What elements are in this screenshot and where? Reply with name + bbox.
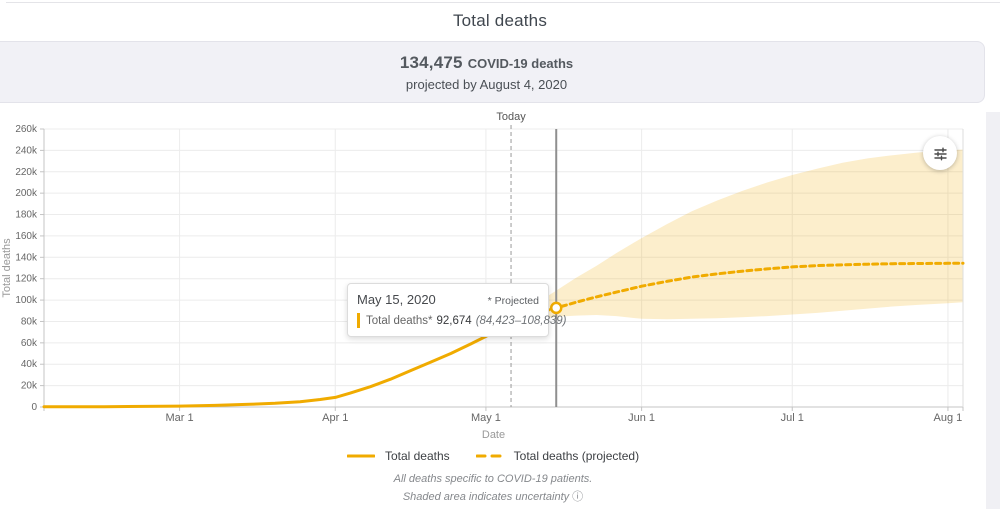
y-tick-label: 80k [21,316,38,327]
series-line-dashed [509,261,965,327]
footnote-uncertainty-text: Shaded area indicates uncertainty [402,491,570,503]
y-tick-label: 140k [15,252,38,263]
hover-marker [549,301,563,315]
page-title: Total deaths [452,11,548,30]
legend-item-total-deaths[interactable]: Total deaths [346,448,450,463]
banner-subline: projected by August 4, 2020 [405,77,568,92]
x-tick-label: Jul 1 [781,412,804,424]
y-tick-label: 100k [15,295,38,306]
hover-marker-group [549,301,563,315]
series-line-solid [42,323,513,409]
y-tick-label: 200k [15,188,38,199]
tooltip-value: 92,674 [436,314,472,327]
right-gutter [986,112,1000,509]
y-axis-title: Total deaths [1,238,13,298]
tooltip-header-row: May 15, 2020 * Projected [357,292,539,307]
top-border [6,2,1000,3]
legend-item-total-deaths-projected[interactable]: Total deaths (projected) [475,448,640,463]
today-label: Today [496,111,526,123]
x-axis-title: Date [482,429,505,441]
y-tick-label: 60k [21,338,38,349]
projection-summary-banner: 134,475 COVID-19 deaths projected by Augu… [0,41,985,103]
legend-label: Total deaths (projected) [513,448,640,463]
chart-footer: Total deaths Total deaths (projected) Al… [0,448,986,504]
y-tick-label: 180k [15,210,38,221]
gridlines [44,128,963,407]
dashed-line-swatch [475,454,504,458]
plot-area[interactable] [44,129,963,407]
tooltip-series-label: Total deaths* [366,314,433,327]
legend: Total deaths Total deaths (projected) [0,448,986,463]
y-tick-label: 220k [15,167,38,178]
tooltip-uncertainty-range: (84,423–108,839) [475,314,567,327]
y-tick-label: 240k [15,145,38,156]
uncertainty-band [511,149,963,327]
tooltip-projected-note: * Projected [487,295,539,307]
y-tick-label: 40k [21,359,38,370]
x-tick-label: Jun 1 [628,412,655,424]
y-tick-label: 120k [15,274,38,285]
info-icon[interactable]: ⓘ [572,491,584,503]
tooltip-date: May 15, 2020 [357,292,436,307]
banner-death-count: 134,475 [399,53,463,72]
tooltip-series-color-bar [357,313,360,328]
footnote-uncertainty: Shaded area indicates uncertainty ⓘ [0,488,986,504]
tooltip-value-row: Total deaths* 92,674 (84,423–108,839) [357,313,567,328]
y-tick-label: 20k [21,381,38,392]
x-tick-label: Mar 1 [166,412,194,424]
x-tick-label: Apr 1 [322,412,348,424]
legend-label: Total deaths [384,448,450,463]
uncertainty-band-group [511,149,963,327]
banner-headline: 134,475 COVID-19 deaths [0,53,984,73]
series-lines [42,261,965,409]
axis-labels: 0 20k 40k 60k 80k 100k 120k 140k 160k 180k 200k 220… [1,124,962,441]
x-tick-label: Aug 1 [934,412,963,424]
chart-tooltip: May 15, 2020 * Projected Total deaths* 9… [347,283,567,337]
chart-settings-button[interactable] [923,136,957,170]
y-tick-label: 0 [31,402,37,413]
solid-line-swatch [346,454,375,458]
banner-death-label: COVID-19 deaths [467,56,574,71]
y-tick-label: 160k [15,231,38,242]
footnote-covid-specific: All deaths specific to COVID-19 patients… [393,473,593,485]
today-marker-group: Today [496,111,526,407]
y-tick-label: 260k [15,124,38,135]
x-tick-label: May 1 [471,412,501,424]
sliders-icon [932,145,949,162]
